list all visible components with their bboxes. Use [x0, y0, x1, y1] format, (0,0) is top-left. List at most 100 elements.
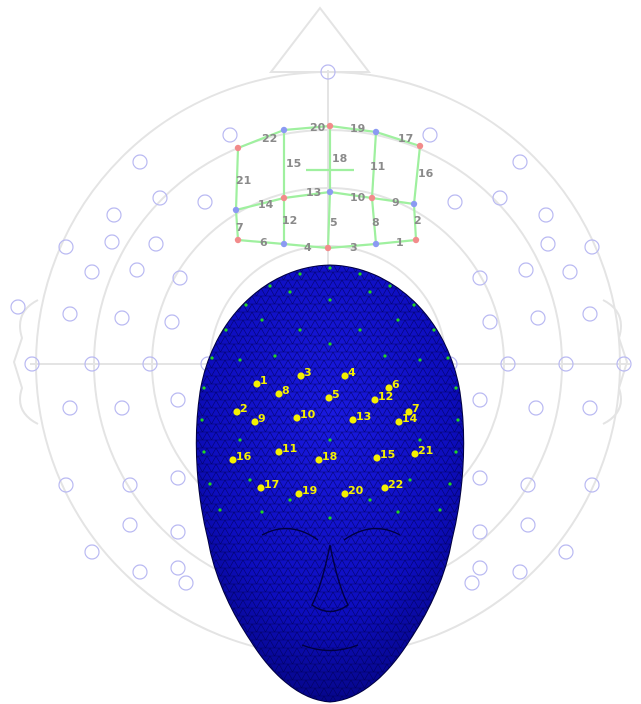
scalp-dot — [456, 418, 460, 422]
sensor-circle — [114, 400, 130, 416]
grid-connection — [326, 191, 332, 249]
head-electrode-marker — [349, 416, 357, 424]
grid-node — [280, 240, 288, 248]
head-electrode-label: 17 — [264, 478, 279, 491]
grid-node — [372, 128, 380, 136]
sensor-circle — [170, 392, 186, 408]
head-electrode-marker — [371, 396, 379, 404]
grid-connection — [329, 124, 377, 134]
scalp-dot — [358, 328, 362, 332]
scalp-dot — [273, 354, 277, 358]
grid-electrode-label: 19 — [350, 122, 365, 135]
head-electrode-marker — [315, 456, 323, 464]
grid-node — [410, 200, 418, 208]
scalp-dot — [418, 358, 422, 362]
scalp-dot — [358, 272, 362, 276]
sensor-circle — [422, 127, 438, 143]
scalp-dot — [418, 438, 422, 442]
scalp-dot — [288, 498, 292, 502]
sensor-circle — [464, 575, 480, 591]
grid-electrode-label: 18 — [332, 152, 347, 165]
sensor-circle — [616, 356, 632, 372]
grid-connection — [235, 196, 285, 212]
scalp-dot — [412, 303, 416, 307]
scalp-dot — [438, 508, 442, 512]
scalp-dot — [396, 510, 400, 514]
grid-electrode-label: 16 — [418, 167, 434, 180]
scalp-dot — [454, 386, 458, 390]
grid-node — [412, 236, 420, 244]
grid-node — [326, 188, 334, 196]
head-electrode-label: 3 — [304, 366, 312, 379]
head-electrode-marker — [253, 380, 261, 388]
head-electrode-marker — [275, 448, 283, 456]
sensor-circle — [148, 236, 164, 252]
nose-outline — [268, 6, 372, 73]
sensor-circle — [222, 127, 238, 143]
scalp-dot — [388, 284, 392, 288]
right-ear-outline — [602, 299, 629, 425]
grid-electrode-label: 20 — [310, 121, 326, 134]
head-electrode-label: 11 — [282, 442, 297, 455]
scalp-sensor-dots — [200, 266, 460, 520]
head-model — [195, 264, 465, 703]
scalp-dot — [328, 516, 332, 520]
grid-connection — [283, 242, 329, 250]
head-electrode-marker — [373, 454, 381, 462]
scalp-dot — [432, 328, 436, 332]
scalp-dot — [328, 298, 332, 302]
sensor-circle — [472, 560, 488, 576]
sensor-circle — [58, 477, 74, 493]
scalp-dot — [448, 482, 452, 486]
grid-connection — [375, 130, 421, 148]
mouth-contour — [301, 644, 359, 652]
grid-node — [234, 236, 242, 244]
head-electrode-label: 13 — [356, 410, 371, 423]
head-electrode-label: 7 — [412, 402, 420, 415]
scalp-dot — [446, 356, 450, 360]
scalp-dot — [238, 358, 242, 362]
grid-node — [416, 142, 424, 150]
sensor-circle — [538, 207, 554, 223]
head-electrode-label: 12 — [378, 390, 393, 403]
head-electrode-label: 5 — [332, 388, 340, 401]
scalp-dot — [328, 342, 332, 346]
sensor-circle — [558, 544, 574, 560]
head-electrode-label: 16 — [236, 450, 252, 463]
sensor-circle — [122, 477, 138, 493]
sensor-circle — [558, 356, 574, 372]
sensor-circle — [122, 517, 138, 533]
sensor-circle — [132, 154, 148, 170]
scalp-dot — [268, 284, 272, 288]
scalp-dot — [328, 438, 332, 442]
grid-connection — [370, 197, 378, 245]
grid-electrode-label: 17 — [398, 132, 413, 145]
sensor-circle — [170, 524, 186, 540]
sensor-circle — [62, 306, 78, 322]
sensor-circle — [142, 356, 158, 372]
grid-electrode-label: 11 — [370, 160, 385, 173]
head-electrode-label: 1 — [260, 374, 268, 387]
scalp-dot — [368, 498, 372, 502]
scalp-dot — [368, 290, 372, 294]
sensor-circle — [512, 564, 528, 580]
sensor-circle — [447, 194, 463, 210]
sensor-position-circles — [10, 64, 632, 591]
sensor-circle — [584, 477, 600, 493]
sensor-circle — [84, 356, 100, 372]
scalp-dot — [238, 438, 242, 442]
head-electrode-marker — [297, 372, 305, 380]
scalp-dot — [210, 356, 214, 360]
grid-connection — [371, 196, 415, 206]
sensor-circle — [178, 575, 194, 591]
head-electrode-label: 22 — [388, 478, 403, 491]
grid-electrode-label: 13 — [306, 186, 321, 199]
head-electrode-marker — [275, 390, 283, 398]
sensor-circle — [152, 190, 168, 206]
sensor-circle — [84, 264, 100, 280]
scalp-dot — [288, 290, 292, 294]
grid-electrode-label: 2 — [414, 214, 422, 227]
grid-electrode-label: 21 — [236, 174, 251, 187]
